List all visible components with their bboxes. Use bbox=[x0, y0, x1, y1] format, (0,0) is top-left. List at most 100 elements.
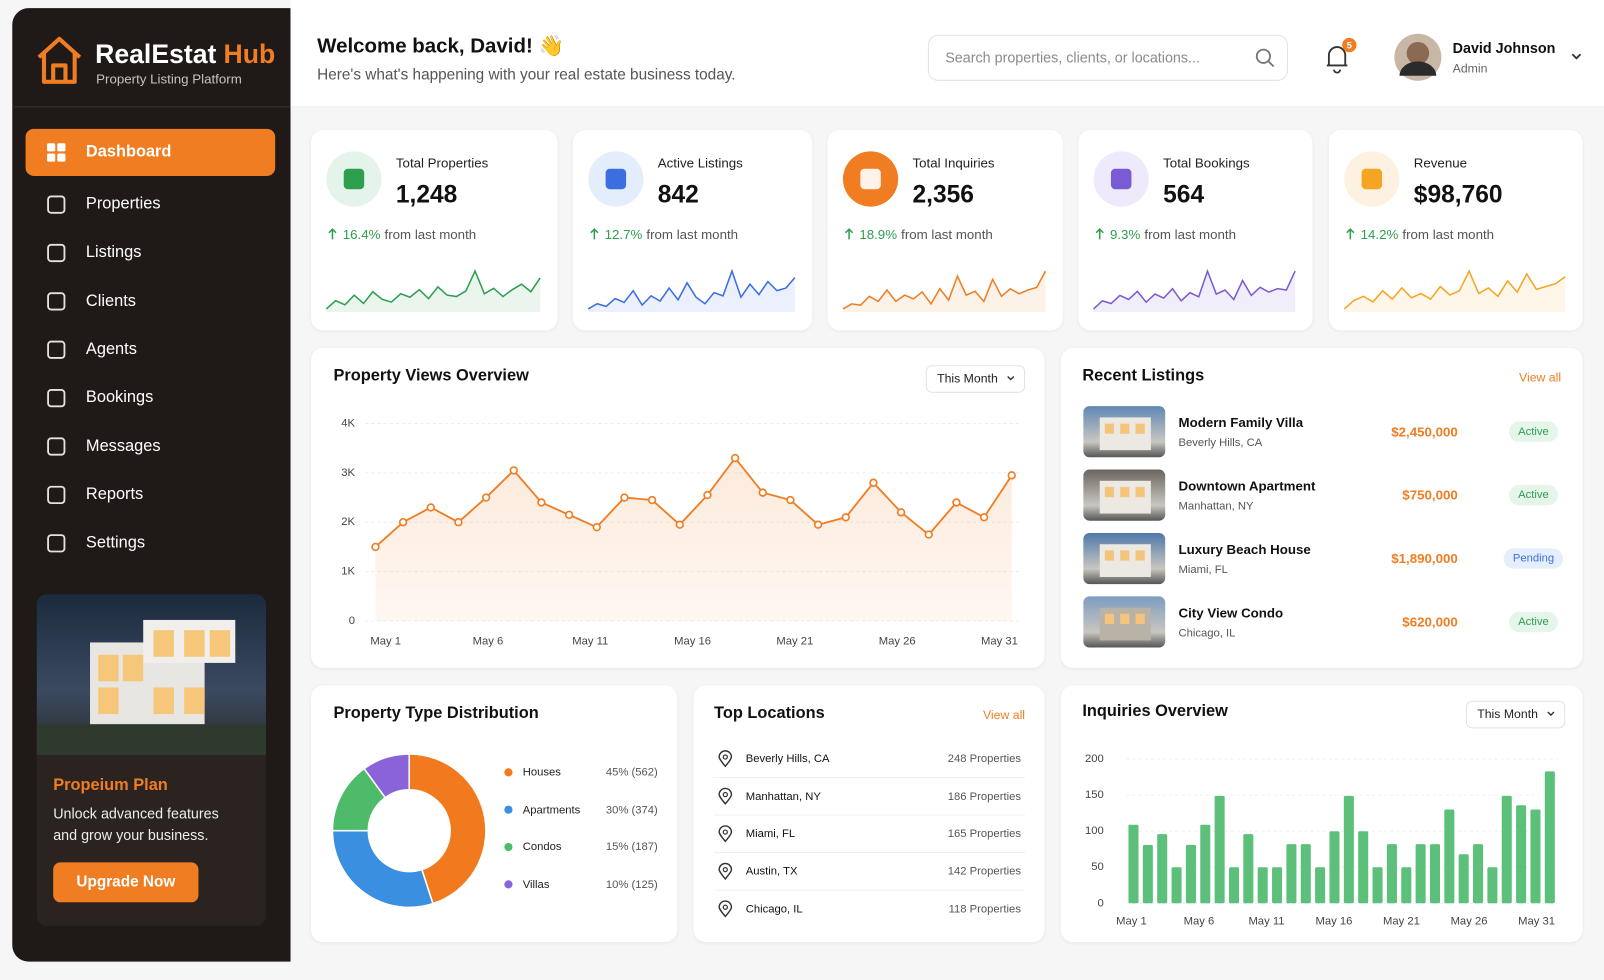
view-all-link[interactable]: View all bbox=[982, 707, 1026, 723]
bar bbox=[1444, 809, 1455, 904]
user-role: Admin bbox=[1452, 61, 1488, 76]
filter-label[interactable]: This Month bbox=[937, 371, 998, 386]
location-count: 248 Properties bbox=[947, 752, 1021, 766]
filter-dropdown[interactable] bbox=[925, 365, 1026, 393]
listing-window bbox=[1135, 550, 1145, 561]
listing-window bbox=[1120, 486, 1130, 498]
listing-window bbox=[1120, 550, 1130, 561]
welcome-title: Welcome back, David! 👋 bbox=[317, 35, 564, 58]
listing-name[interactable]: Downtown Apartment bbox=[1178, 478, 1316, 494]
bar bbox=[1300, 844, 1311, 904]
promo-button-label[interactable]: Upgrade Now bbox=[76, 873, 176, 891]
y-tick-label: 1K bbox=[341, 566, 355, 578]
legend-value: 10% (125) bbox=[605, 878, 658, 891]
nav-item[interactable]: Listings bbox=[85, 243, 142, 262]
promo-window bbox=[153, 630, 174, 657]
pin-icon bbox=[718, 787, 733, 805]
logo-icon bbox=[37, 36, 82, 84]
listing-name[interactable]: Luxury Beach House bbox=[1178, 541, 1311, 558]
bar bbox=[1544, 771, 1555, 904]
x-tick-label: May 16 bbox=[674, 635, 711, 647]
nav-item[interactable]: Settings bbox=[85, 534, 146, 552]
promo-window bbox=[184, 630, 205, 657]
promo-button[interactable] bbox=[53, 862, 199, 903]
listing-location: Beverly Hills, CA bbox=[1178, 436, 1263, 450]
line bbox=[374, 456, 1013, 548]
bar bbox=[1228, 867, 1240, 904]
search-icon bbox=[1255, 48, 1271, 64]
legend-label: Condos bbox=[522, 840, 562, 854]
nav-item[interactable]: Bookings bbox=[85, 388, 154, 407]
view-all-link[interactable]: View all bbox=[1519, 370, 1562, 385]
stat-icon bbox=[1361, 168, 1383, 190]
stat-icon bbox=[1110, 168, 1132, 190]
sparkline-area bbox=[326, 271, 541, 313]
bar bbox=[1185, 844, 1196, 904]
nav-icon bbox=[47, 195, 66, 214]
bar bbox=[1128, 824, 1139, 904]
avatar-body bbox=[1399, 61, 1437, 76]
nav-active[interactable] bbox=[25, 128, 276, 176]
sparkline bbox=[1343, 269, 1566, 310]
pin-dot bbox=[722, 754, 728, 760]
listing-name[interactable]: Modern Family Villa bbox=[1178, 414, 1304, 431]
location-count: 142 Properties bbox=[947, 865, 1021, 878]
listing-window bbox=[1135, 423, 1145, 434]
y-tick-label: 150 bbox=[1085, 789, 1104, 801]
nav-item[interactable]: Properties bbox=[85, 195, 161, 213]
sparkline-area bbox=[1344, 271, 1566, 313]
bar bbox=[1329, 831, 1340, 904]
bar bbox=[1214, 795, 1225, 904]
search-box[interactable] bbox=[927, 34, 1288, 81]
nav-item[interactable]: Reports bbox=[85, 485, 144, 504]
listing-price: $1,890,000 bbox=[1391, 550, 1458, 567]
nav-item[interactable]: Messages bbox=[85, 437, 161, 455]
search-placeholder[interactable]: Search properties, clients, or locations… bbox=[945, 49, 1200, 66]
promo-title: Propeium Plan bbox=[53, 776, 168, 794]
status-badge: Active bbox=[1508, 421, 1559, 442]
filter-label[interactable]: This Month bbox=[1477, 706, 1538, 722]
line-point bbox=[813, 520, 823, 529]
change-text: from last month bbox=[1402, 226, 1495, 242]
pin-dot bbox=[722, 904, 728, 910]
nav-item[interactable]: Clients bbox=[85, 292, 136, 310]
promo-window bbox=[184, 687, 205, 715]
legend-label: Apartments bbox=[522, 803, 581, 816]
filter-dropdown[interactable] bbox=[1465, 700, 1566, 729]
chart-title: Inquiries Overview bbox=[1082, 702, 1228, 721]
sparkline-area bbox=[842, 271, 1046, 313]
nav-item[interactable]: Dashboard bbox=[85, 143, 172, 161]
listing-name[interactable]: City View Condo bbox=[1178, 605, 1284, 621]
legend-dot bbox=[504, 880, 513, 889]
chevron bbox=[1547, 711, 1555, 717]
location-name: Chicago, IL bbox=[745, 903, 803, 916]
status-badge: Active bbox=[1508, 484, 1559, 506]
change-arrow bbox=[328, 228, 337, 240]
x-tick-label: May 1 bbox=[1116, 916, 1147, 928]
card-title: Property Type Distribution bbox=[333, 704, 539, 723]
bar bbox=[1157, 834, 1168, 904]
legend-label: Villas bbox=[522, 878, 550, 891]
pin-icon bbox=[718, 862, 733, 880]
stat-change: 18.9% from last month bbox=[859, 227, 992, 242]
line-point bbox=[426, 503, 435, 512]
pin-dot bbox=[722, 866, 728, 873]
line-point bbox=[398, 518, 408, 527]
change-value: 12.7% bbox=[604, 226, 643, 242]
line-point bbox=[703, 490, 712, 500]
change-arrow bbox=[1346, 228, 1355, 240]
promo-window bbox=[122, 654, 144, 682]
stat-change: 14.2% from last month bbox=[1361, 227, 1494, 242]
stat-value: 842 bbox=[657, 181, 699, 209]
nav-item[interactable]: Agents bbox=[85, 340, 137, 358]
listing-location: Manhattan, NY bbox=[1178, 500, 1254, 513]
change-arrow bbox=[1095, 228, 1104, 240]
legend-dot bbox=[504, 805, 513, 814]
listing-price: $750,000 bbox=[1402, 487, 1458, 503]
pin-dot bbox=[722, 791, 728, 798]
stat-value: 564 bbox=[1163, 181, 1205, 209]
line-point bbox=[979, 513, 989, 522]
y-tick-label: 50 bbox=[1091, 861, 1104, 873]
location-name: Miami, FL bbox=[745, 828, 796, 841]
pin-icon bbox=[718, 900, 733, 918]
